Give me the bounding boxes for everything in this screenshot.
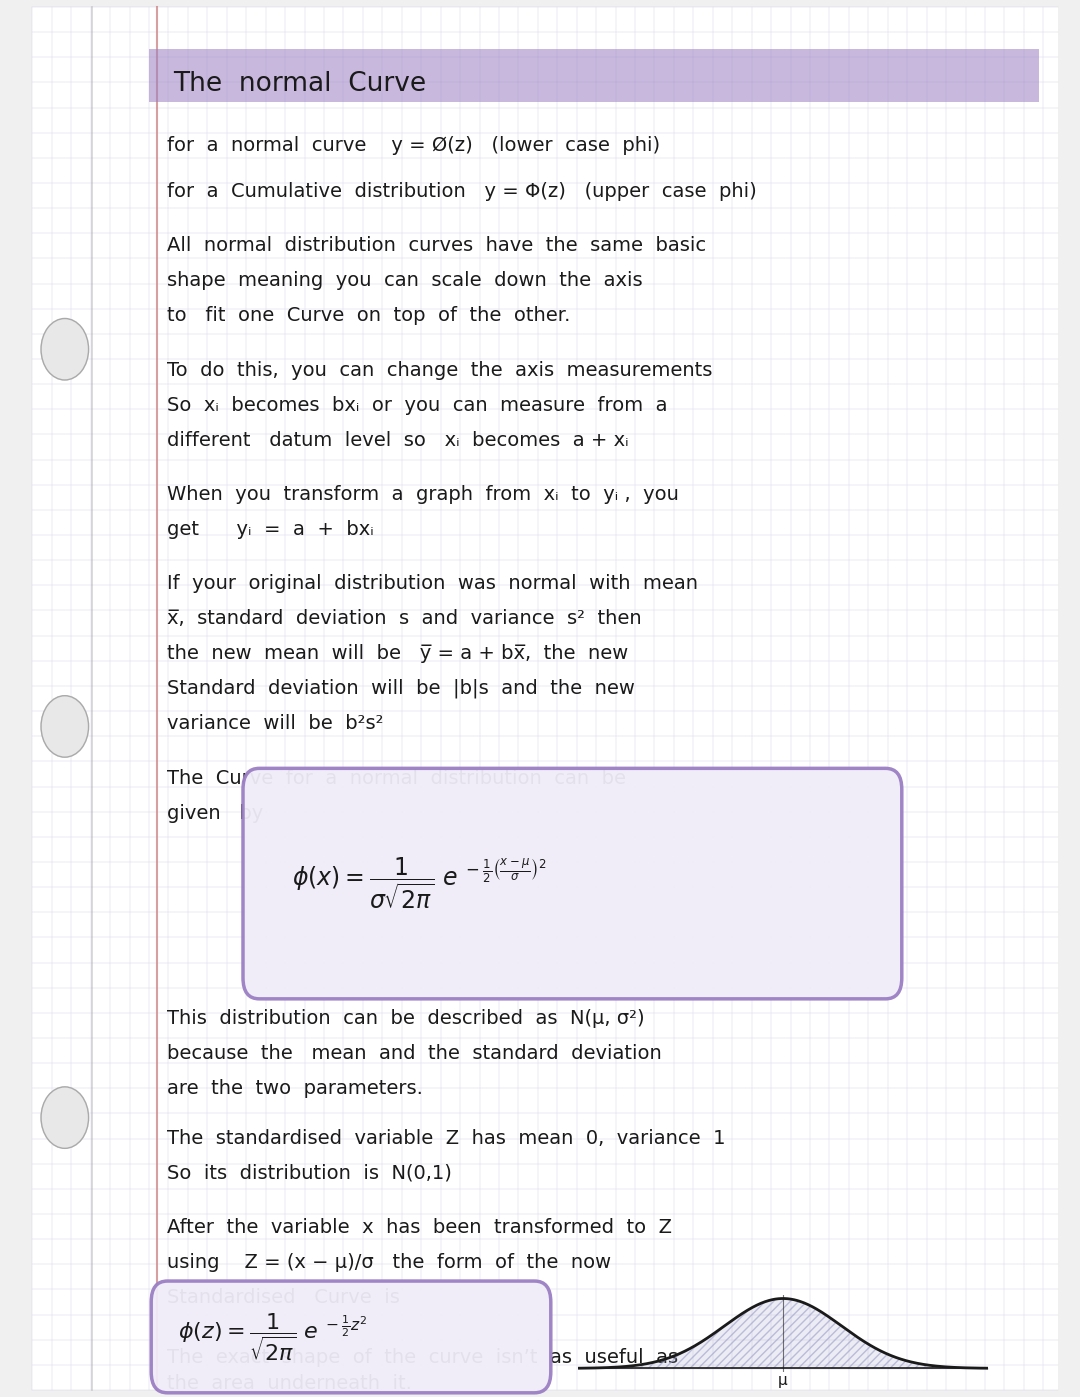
FancyBboxPatch shape — [151, 1281, 551, 1393]
Text: The  normal  Curve: The normal Curve — [173, 71, 426, 96]
Text: given   by: given by — [167, 803, 264, 823]
Text: The  exact  shape  of  the  curve  isn’t  as  useful  as: The exact shape of the curve isn’t as us… — [167, 1348, 678, 1368]
Text: using    Z = (x − μ)/σ   the  form  of  the  now: using Z = (x − μ)/σ the form of the now — [167, 1253, 611, 1273]
Circle shape — [41, 1087, 89, 1148]
Text: The  standardised  variable  Z  has  mean  0,  variance  1: The standardised variable Z has mean 0, … — [167, 1129, 726, 1148]
Text: shape  meaning  you  can  scale  down  the  axis: shape meaning you can scale down the axi… — [167, 271, 643, 291]
Text: μ: μ — [779, 1373, 787, 1389]
Text: are  the  two  parameters.: are the two parameters. — [167, 1078, 423, 1098]
Text: So  its  distribution  is  N(0,1): So its distribution is N(0,1) — [167, 1164, 453, 1183]
Text: This  distribution  can  be  described  as  N(μ, σ²): This distribution can be described as N(… — [167, 1009, 645, 1028]
Text: different   datum  level  so   xᵢ  becomes  a + xᵢ: different datum level so xᵢ becomes a + … — [167, 430, 629, 450]
Text: x̅,  standard  deviation  s  and  variance  s²  then: x̅, standard deviation s and variance s²… — [167, 609, 642, 629]
Text: All  normal  distribution  curves  have  the  same  basic: All normal distribution curves have the … — [167, 236, 706, 256]
Text: variance  will  be  b²s²: variance will be b²s² — [167, 714, 383, 733]
Text: get      yᵢ  =  a  +  bxᵢ: get yᵢ = a + bxᵢ — [167, 520, 374, 539]
Text: Standard  deviation  will  be  |b|s  and  the  new: Standard deviation will be |b|s and the … — [167, 679, 635, 698]
Text: to   fit  one  Curve  on  top  of  the  other.: to fit one Curve on top of the other. — [167, 306, 570, 326]
Text: $\phi(z) = \dfrac{1}{\sqrt{2\pi}} \; e^{\;-\frac{1}{2}z^2}$: $\phi(z) = \dfrac{1}{\sqrt{2\pi}} \; e^{… — [178, 1312, 367, 1362]
Text: for  a  Cumulative  distribution   y = Φ(z)   (upper  case  phi): for a Cumulative distribution y = Φ(z) (… — [167, 182, 757, 201]
Text: The  Curve  for  a  normal  distribution  can  be: The Curve for a normal distribution can … — [167, 768, 626, 788]
FancyBboxPatch shape — [243, 768, 902, 999]
Text: To  do  this,  you  can  change  the  axis  measurements: To do this, you can change the axis meas… — [167, 360, 713, 380]
Text: the  area  underneath  it.: the area underneath it. — [167, 1373, 413, 1393]
FancyBboxPatch shape — [149, 49, 1039, 102]
Circle shape — [41, 319, 89, 380]
Circle shape — [41, 696, 89, 757]
FancyBboxPatch shape — [32, 7, 1058, 1390]
Text: Standardised   Curve  is: Standardised Curve is — [167, 1288, 401, 1308]
Text: When  you  transform  a  graph  from  xᵢ  to  yᵢ ,  you: When you transform a graph from xᵢ to yᵢ… — [167, 485, 679, 504]
Text: the  new  mean  will  be   y̅ = a + bx̅,  the  new: the new mean will be y̅ = a + bx̅, the n… — [167, 644, 629, 664]
Text: After  the  variable  x  has  been  transformed  to  Z: After the variable x has been transforme… — [167, 1218, 673, 1238]
Text: If  your  original  distribution  was  normal  with  mean: If your original distribution was normal… — [167, 574, 699, 594]
Text: $\phi(x) = \dfrac{1}{\sigma\sqrt{2\pi}} \; e^{\;-\frac{1}{2}\left(\frac{x-\mu}{\: $\phi(x) = \dfrac{1}{\sigma\sqrt{2\pi}} … — [292, 855, 546, 911]
Text: So  xᵢ  becomes  bxᵢ  or  you  can  measure  from  a: So xᵢ becomes bxᵢ or you can measure fro… — [167, 395, 667, 415]
Text: because  the   mean  and  the  standard  deviation: because the mean and the standard deviat… — [167, 1044, 662, 1063]
Text: for  a  normal  curve    y = Ø(z)   (lower  case  phi): for a normal curve y = Ø(z) (lower case … — [167, 136, 661, 155]
